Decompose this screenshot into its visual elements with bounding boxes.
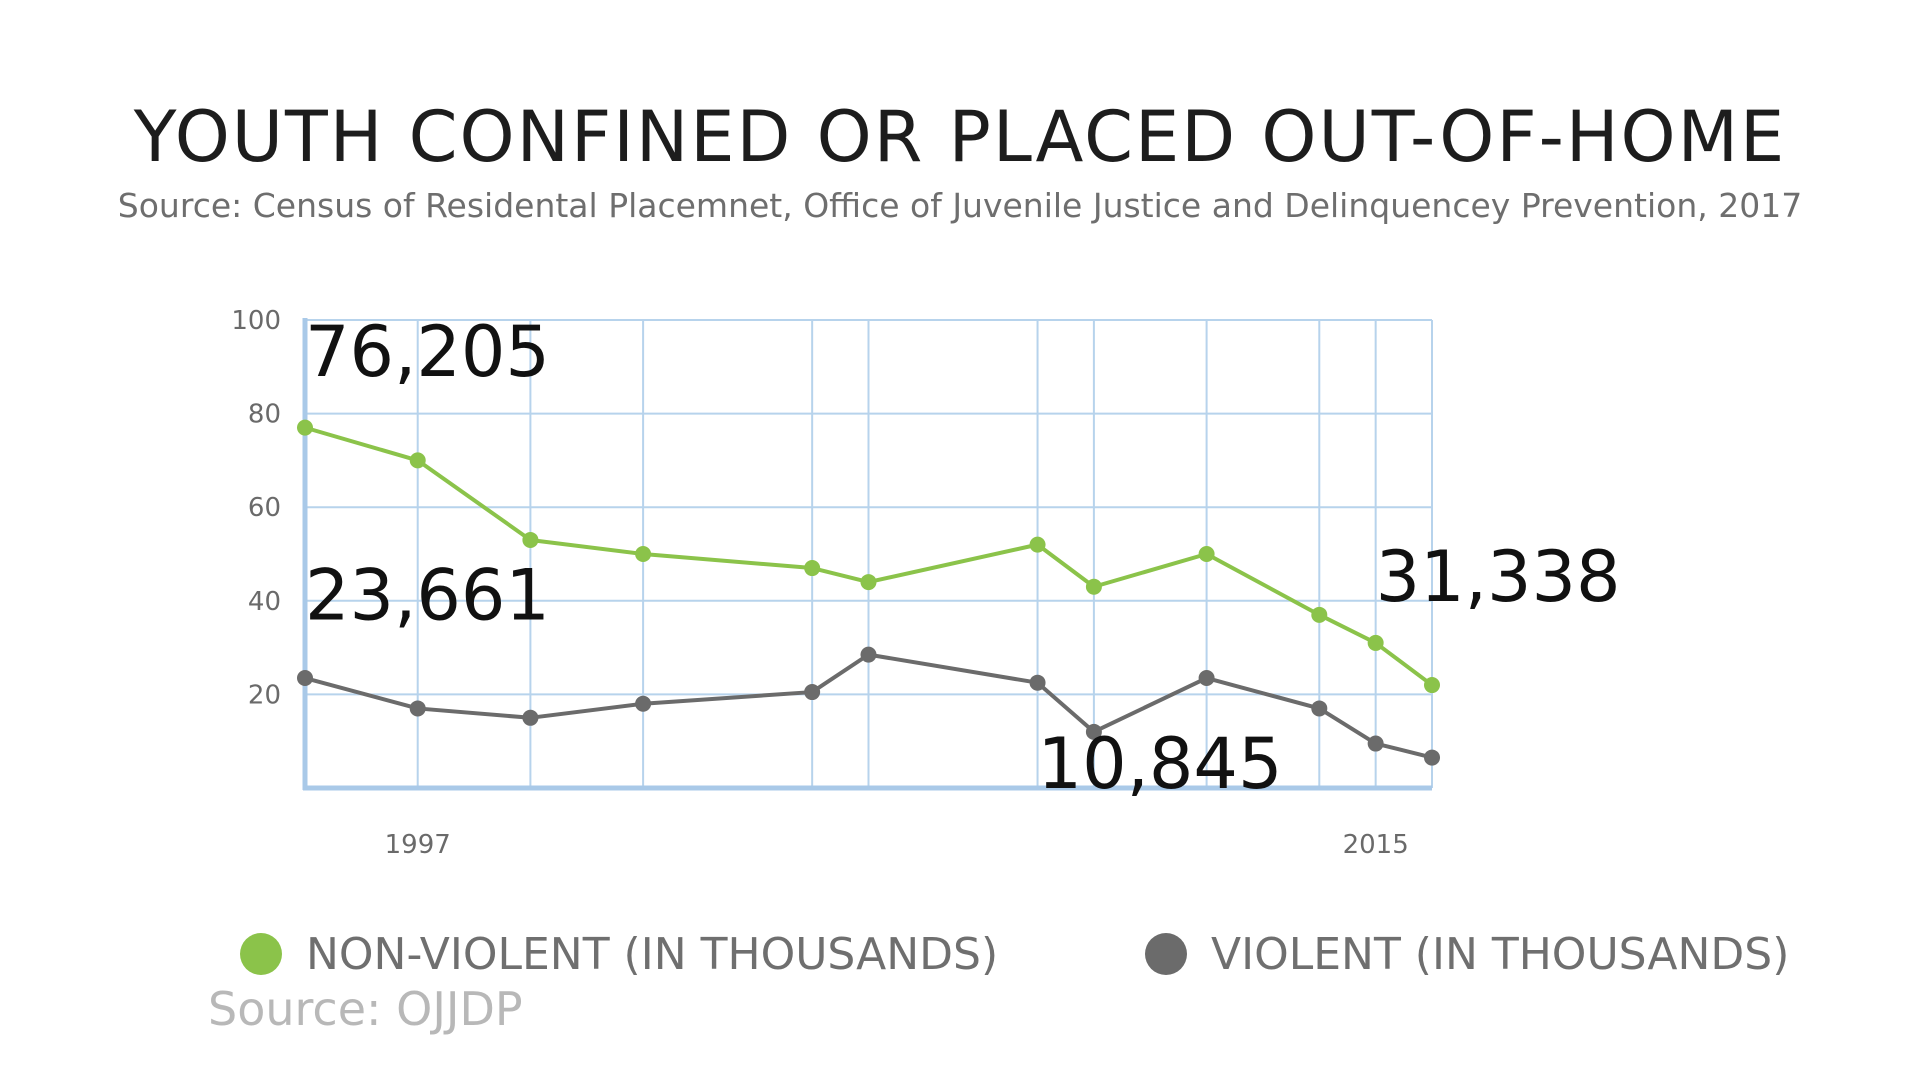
data-point-violent	[522, 709, 539, 726]
line-chart: 20 40 60 80 100 1997 2015 76,205 23,661 31,338 10…	[231, 306, 1621, 860]
legend-marker-violent	[1145, 933, 1187, 975]
data-point-violent	[1085, 723, 1102, 740]
data-point-non-violent	[297, 419, 313, 436]
legend-label-non-violent: NON-VIOLENT (IN THOUSANDS)	[306, 928, 999, 980]
data-point-violent	[635, 695, 652, 712]
data-point-non-violent	[409, 452, 426, 469]
legend-item-non-violent: NON-VIOLENT (IN THOUSANDS)	[240, 926, 998, 982]
x-tick-label: 1997	[385, 830, 451, 860]
data-point-non-violent	[635, 546, 652, 562]
data-point-violent	[1311, 700, 1328, 717]
legend-label-violent: VIOLENT (IN THOUSANDS)	[1211, 928, 1790, 980]
y-tick-label: 20	[248, 680, 281, 710]
data-point-violent	[297, 670, 313, 687]
data-point-violent	[1424, 749, 1440, 766]
y-tick-label: 60	[248, 493, 281, 523]
data-annotation: 31,338	[1376, 536, 1621, 618]
legend-marker-non-violent	[240, 933, 282, 975]
y-tick-label: 100	[231, 306, 281, 336]
data-point-non-violent	[860, 574, 877, 591]
y-tick-label: 80	[248, 400, 281, 430]
data-point-violent	[1029, 674, 1046, 691]
data-annotation: 10,845	[1038, 723, 1283, 805]
data-point-non-violent	[1424, 677, 1440, 694]
data-point-violent	[1367, 735, 1384, 752]
grid	[304, 319, 1433, 788]
chart-title: YOUTH CONFINED OR PLACED OUT-OF-HOME	[133, 96, 1787, 178]
data-annotation: 76,205	[305, 311, 550, 393]
data-point-violent	[409, 700, 426, 717]
data-point-violent	[1198, 670, 1215, 687]
chart-subtitle: Source: Census of Residental Placemnet, …	[117, 186, 1803, 225]
data-point-non-violent	[804, 560, 821, 577]
series-line-violent	[303, 652, 1434, 760]
data-point-violent	[804, 684, 821, 701]
x-tick-label: 2015	[1343, 830, 1409, 860]
axes: 20 40 60 80 100 1997 2015	[231, 306, 1432, 860]
source-note: Source: OJJDP	[208, 982, 523, 1036]
legend-item-violent: VIOLENT (IN THOUSANDS)	[1145, 926, 1789, 982]
labels: 76,205 23,661 31,338 10,845	[305, 311, 1621, 805]
data-point-non-violent	[1198, 546, 1215, 562]
data-point-non-violent	[522, 531, 539, 548]
data-point-non-violent	[1311, 606, 1328, 623]
series	[297, 419, 1440, 766]
y-tick-label: 40	[248, 587, 281, 617]
data-point-non-violent	[1029, 536, 1046, 553]
data-annotation: 23,661	[305, 555, 550, 637]
data-point-non-violent	[1367, 634, 1384, 651]
data-point-violent	[860, 646, 877, 663]
data-point-non-violent	[1085, 578, 1102, 595]
series-line-non-violent	[303, 425, 1434, 688]
